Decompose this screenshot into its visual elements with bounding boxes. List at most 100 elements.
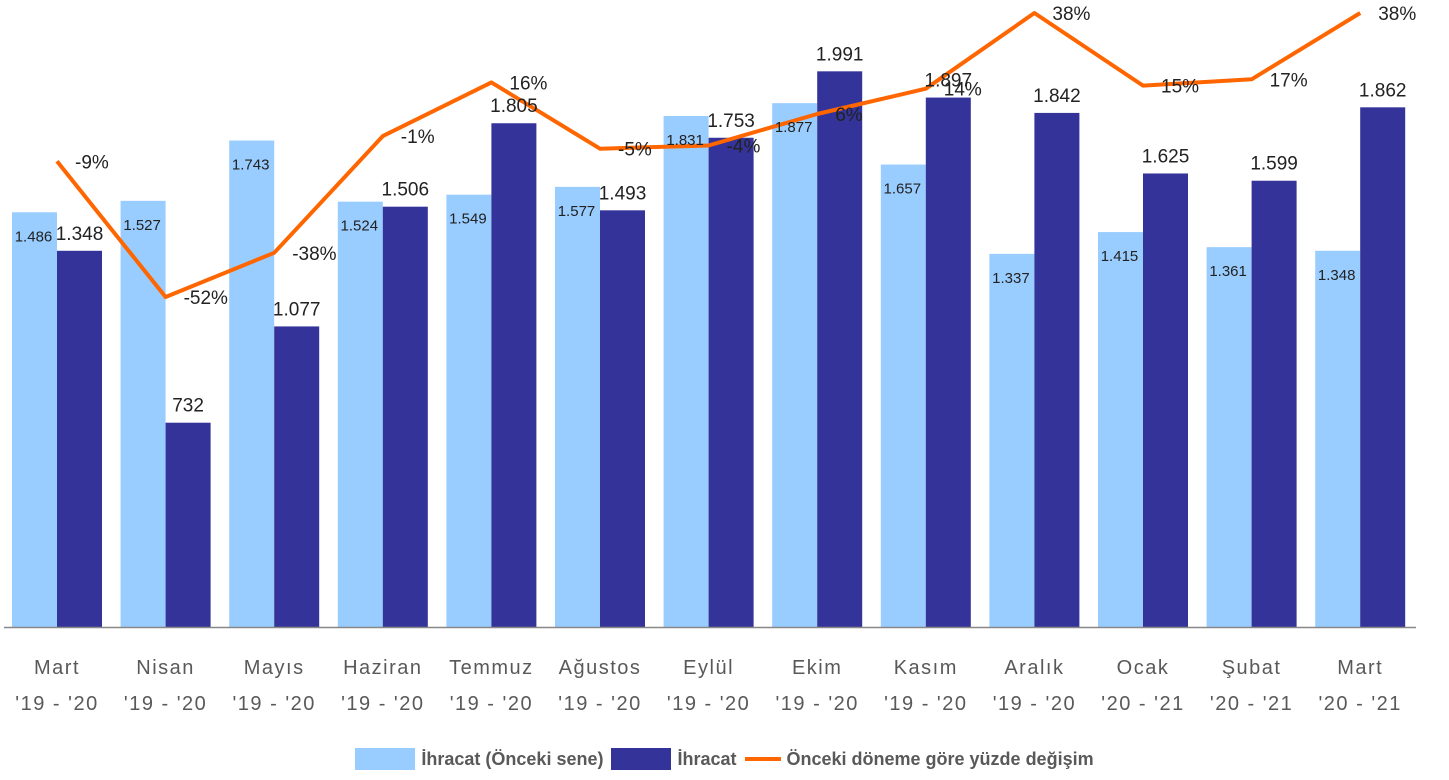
x-tick-label-period: '19 - '20 (775, 693, 858, 715)
value-label-prev-year: 1.527 (123, 217, 161, 234)
value-label-prev-year: 1.337 (992, 270, 1030, 287)
x-tick-label-month: Haziran (343, 657, 422, 679)
x-tick-label-period: '20 - '21 (1210, 693, 1293, 715)
value-label-prev-year: 1.831 (666, 132, 704, 149)
value-label-prev-year: 1.577 (558, 203, 596, 220)
value-label-prev-year: 1.657 (884, 181, 922, 198)
value-label-export: 1.625 (1142, 146, 1190, 167)
bars-layer (12, 71, 1406, 628)
legend-swatch-export (611, 748, 672, 770)
x-tick-label-month: Şubat (1222, 657, 1282, 679)
bar-prev-year (337, 201, 383, 627)
x-tick-label-period: '19 - '20 (341, 693, 424, 715)
x-tick-label-month: Ekim (792, 657, 842, 679)
bar-export (925, 97, 971, 627)
bar-export (708, 137, 754, 627)
bar-export (600, 210, 645, 628)
bar-prev-year (1098, 232, 1143, 627)
value-label-prev-year: 1.348 (1318, 267, 1356, 284)
percent-label: -52% (184, 288, 228, 309)
x-tick-label-period: '19 - '20 (450, 693, 533, 715)
value-label-export: 1.897 (925, 71, 973, 92)
legend-swatch-prev-year (355, 748, 416, 770)
bar-prev-year (663, 115, 709, 627)
x-tick-label-period: '20 - '21 (1101, 693, 1184, 715)
x-tick-label-period: '19 - '20 (884, 693, 967, 715)
percent-label: -1% (401, 127, 435, 148)
bar-prev-year (1315, 250, 1361, 627)
percent-label: 14% (944, 80, 982, 101)
line-layer (55, 11, 1362, 299)
x-tick-label-period: '19 - '20 (558, 693, 641, 715)
chart: 1.486 1.348 1.5277321.7431.0771.5241.5061.… (4, 4, 1417, 715)
x-tick-label-period: '19 - '20 (15, 693, 98, 715)
bar-export (382, 206, 428, 627)
percent-label: 16% (509, 73, 547, 94)
value-label-prev-year: 1.415 (1101, 248, 1139, 265)
x-tick-label-period: '19 - '20 (667, 693, 750, 715)
x-tick-label-month: Mart (1337, 657, 1383, 679)
legend-line-change (744, 757, 781, 761)
bar-prev-year (1206, 247, 1252, 627)
value-label-export: 1.842 (1033, 86, 1081, 107)
legend-label-change: Önceki döneme göre yüzde değişim (786, 748, 1094, 769)
x-tick-label-period: '20 - '21 (1318, 693, 1401, 715)
x-tick-label-period: '19 - '20 (124, 693, 207, 715)
value-label-prev-year: 1.524 (341, 218, 379, 235)
value-label-prev-year: 1.549 (449, 211, 487, 228)
bar-prev-year (880, 164, 926, 627)
percent-label: 38% (1052, 4, 1090, 25)
value-label-export: 1.348 (56, 224, 104, 245)
x-tick-label-month: Mart (34, 657, 80, 679)
value-label-export: 1.493 (599, 183, 647, 204)
value-label-export: 1.805 (490, 96, 538, 117)
x-tick-label-month: Eylül (683, 657, 734, 679)
value-label-prev-year: 1.743 (232, 157, 270, 174)
legend-item-change: Önceki döneme göre yüzde değişim (744, 748, 1094, 770)
x-tick-label-month: Mayıs (244, 657, 305, 679)
bar-export (274, 326, 320, 627)
x-tick-label-period: '19 - '20 (993, 693, 1076, 715)
percent-label: -9% (75, 152, 109, 173)
bar-prev-year (555, 186, 600, 627)
bar-export (1360, 107, 1406, 628)
bar-export (491, 123, 537, 627)
bar-export (57, 250, 102, 627)
legend-label-prev-year: İhracat (Önceki sene) (421, 748, 604, 769)
percent-label: 6% (835, 105, 863, 126)
x-tick-label-month: Nisan (136, 657, 195, 679)
legend: İhracat (Önceki sene) İhracat Önceki dön… (0, 744, 1449, 774)
legend-item-export: İhracat (611, 748, 737, 770)
labels-layer: 1.486 1.348 1.5277321.7431.0771.5241.5061.… (15, 4, 1417, 417)
value-label-export: 1.506 (382, 180, 430, 201)
value-label-export: 1.077 (273, 299, 321, 320)
x-tick-label-month: Ocak (1117, 657, 1170, 679)
x-axis-ticks: Mart '19 - '20 Nisan '19 - '20 Mayıs '19 - '2… (15, 657, 1401, 715)
bar-prev-year (989, 253, 1035, 627)
line-percent-change (55, 11, 1362, 299)
percent-label: 17% (1270, 70, 1308, 91)
value-label-prev-year: 1.361 (1209, 263, 1247, 280)
x-tick-label-month: Temmuz (449, 657, 534, 679)
bar-export (817, 71, 863, 627)
percent-label: 38% (1378, 4, 1416, 25)
legend-item-prev-year: İhracat (Önceki sene) (355, 748, 603, 770)
bar-export (1034, 112, 1080, 627)
value-label-export: 1.599 (1250, 154, 1298, 175)
value-label-prev-year: 1.877 (775, 119, 813, 136)
bar-prev-year (772, 103, 818, 627)
bar-prev-year (229, 140, 275, 627)
bar-export (165, 422, 211, 627)
bar-prev-year (12, 212, 57, 627)
percent-label: -38% (292, 244, 336, 265)
x-tick-label-month: Aralık (1004, 657, 1064, 679)
bar-export (1143, 173, 1188, 627)
value-label-export: 1.753 (707, 111, 755, 132)
percent-label: -4% (727, 137, 761, 158)
value-label-export: 732 (172, 396, 204, 417)
x-tick-label-month: Kasım (894, 657, 958, 679)
bar-prev-year (120, 200, 166, 627)
value-label-export: 1.991 (816, 44, 864, 65)
value-label-export: 1.862 (1359, 80, 1407, 101)
x-tick-label-month: Ağustos (559, 657, 642, 679)
